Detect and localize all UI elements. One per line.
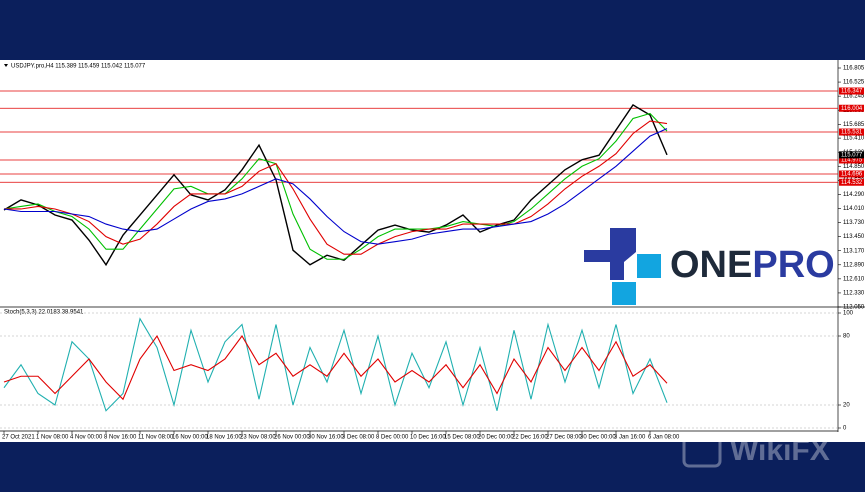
- y-tick-label: 116.805: [843, 66, 865, 72]
- level-label-box: [839, 156, 864, 164]
- x-tick-label: 3 Dec 08:00: [342, 435, 375, 441]
- x-tick-label: 8 Nov 16:00: [104, 435, 137, 441]
- logo-text: ONEPRO: [670, 244, 835, 286]
- y-tick-label: 113.170: [843, 248, 865, 254]
- y-tick-label: 114.850: [843, 164, 865, 170]
- y-tick-label: 100: [843, 311, 854, 317]
- level-label-box: [839, 178, 864, 186]
- y-tick-label: 112.050: [843, 305, 865, 311]
- logo-icon-cyan: [612, 282, 636, 305]
- y-tick-label: 116.245: [843, 94, 865, 100]
- x-tick-label: 22 Dec 16:00: [512, 435, 548, 441]
- level-label-box: [839, 170, 864, 178]
- chart-title: USDJPY.pro,H4 115.389 115.459 115.042 11…: [11, 64, 146, 70]
- x-tick-label: 16 Nov 00:00: [172, 435, 208, 441]
- y-tick-label: 113.730: [843, 220, 865, 226]
- x-tick-label: 27 Dec 08:00: [546, 435, 582, 441]
- y-tick-label: 112.330: [843, 291, 865, 297]
- watermark-icon: [682, 432, 722, 468]
- series-line: [4, 120, 668, 255]
- x-tick-label: 4 Nov 00:00: [70, 435, 103, 441]
- level-label: 116.004: [841, 106, 863, 112]
- series-line: [3, 317, 668, 412]
- y-tick-label: 112.890: [843, 262, 865, 268]
- logo-text-pro: PRO: [752, 244, 834, 286]
- series-line: [3, 104, 668, 267]
- y-tick-label: 115.410: [843, 136, 865, 142]
- x-tick-label: 1 Nov 08:00: [36, 435, 69, 441]
- y-tick-label: 114.290: [843, 192, 865, 198]
- x-tick-label: 8 Dec 00:00: [376, 435, 409, 441]
- level-label: 116.347: [841, 89, 863, 95]
- x-tick-label: 26 Nov 00:00: [274, 435, 310, 441]
- logo-icon-blue: [584, 228, 636, 280]
- x-tick-label: 23 Nov 08:00: [240, 435, 276, 441]
- series-line: [3, 334, 668, 401]
- y-tick-label: 80: [843, 334, 850, 340]
- level-label: 115.531: [841, 130, 863, 136]
- level-label-box: [839, 87, 864, 95]
- x-tick-label: 30 Dec 00:00: [580, 435, 616, 441]
- x-tick-label: 15 Dec 08:00: [444, 435, 480, 441]
- y-tick-label: 114.010: [843, 206, 865, 212]
- y-tick-label: 113.450: [843, 234, 865, 240]
- indicator-title: Stoch(5,3,3) 22.0183 38.9541: [4, 310, 84, 316]
- level-label-box: [839, 128, 864, 136]
- level-label-box: [839, 104, 864, 112]
- level-label: 114.532: [841, 180, 863, 186]
- logo-icon-cyan: [637, 254, 661, 278]
- y-tick-label: 115.685: [843, 122, 865, 128]
- y-tick-label: 20: [843, 403, 850, 409]
- watermark: WikiFX: [682, 432, 830, 468]
- level-label: 114.975: [841, 158, 863, 164]
- x-tick-label: 6 Jan 08:00: [648, 435, 680, 441]
- price-marker-label: 115.077: [841, 152, 863, 158]
- x-tick-label: 3 Jan 16:00: [614, 435, 646, 441]
- x-tick-label: 18 Nov 16:00: [206, 435, 242, 441]
- chart-menu-icon: [4, 64, 8, 67]
- series-line: [3, 128, 668, 245]
- x-tick-label: 30 Nov 16:00: [308, 435, 344, 441]
- y-tick-label: 0: [843, 426, 847, 432]
- y-tick-label: 116.525: [843, 80, 865, 86]
- x-tick-label: 20 Dec 00:00: [478, 435, 514, 441]
- onepro-logo: ONEPRO: [584, 228, 835, 305]
- logo-text-one: ONE: [670, 244, 752, 286]
- price-marker-box: [839, 151, 864, 159]
- level-label: 114.696: [841, 172, 863, 178]
- series-line: [3, 112, 668, 260]
- y-tick-label: 112.610: [843, 276, 865, 282]
- x-tick-label: 10 Dec 16:00: [410, 435, 446, 441]
- x-tick-label: 11 Nov 08:00: [138, 435, 174, 441]
- x-tick-label: 27 Oct 2021: [2, 435, 35, 441]
- watermark-text: WikiFX: [730, 434, 830, 467]
